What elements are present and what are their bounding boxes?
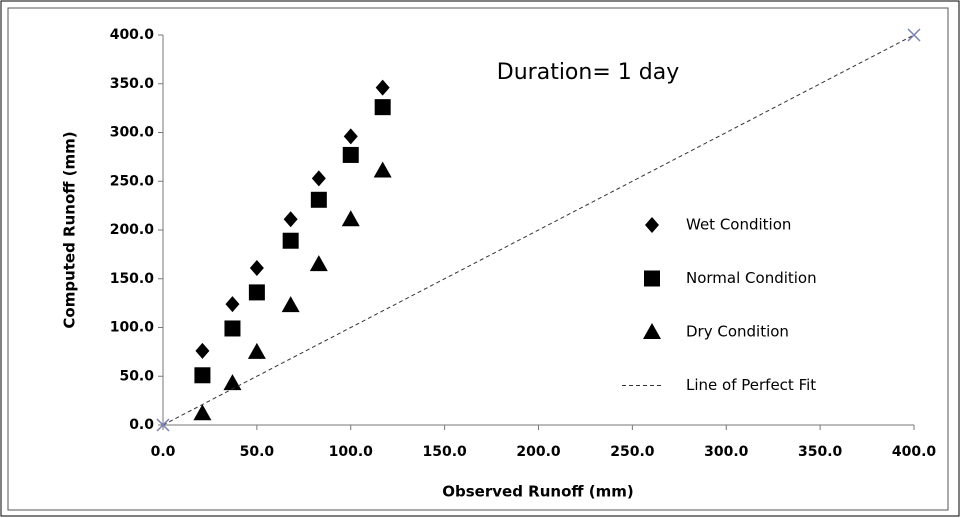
y-tick-label: 150.0 <box>110 271 155 287</box>
point <box>194 367 211 384</box>
point <box>373 161 392 178</box>
point <box>282 232 299 249</box>
point <box>341 210 360 227</box>
y-tick-label: 400.0 <box>110 27 155 43</box>
legend-marker <box>645 217 659 233</box>
chart-frame <box>7 7 949 511</box>
point <box>247 342 266 359</box>
point <box>249 260 264 277</box>
y-tick-label: 200.0 <box>110 222 155 238</box>
y-tick-label: 50.0 <box>119 368 154 384</box>
x-tick-label: 300.0 <box>704 444 749 460</box>
point <box>156 418 170 432</box>
fit-line <box>162 34 915 426</box>
point <box>248 284 265 301</box>
legend-marker <box>644 270 660 287</box>
point <box>342 146 359 163</box>
point <box>374 99 391 116</box>
point <box>281 296 300 313</box>
point <box>311 170 326 187</box>
x-tick-label: 400.0 <box>892 444 937 460</box>
x-tick-label: 350.0 <box>798 444 843 460</box>
legend-label: Dry Condition <box>686 323 789 341</box>
x-tick-label: 100.0 <box>329 444 374 460</box>
point <box>343 128 358 145</box>
y-tick-label: 300.0 <box>110 125 155 141</box>
point <box>907 28 921 42</box>
y-tick-label: 0.0 <box>129 417 154 433</box>
legend-label: Normal Condition <box>686 269 817 287</box>
x-tick-label: 250.0 <box>610 444 655 460</box>
annotation: Duration= 1 day <box>497 60 679 85</box>
point <box>283 211 298 228</box>
x-tick-label: 50.0 <box>240 444 275 460</box>
x-tick-label: 200.0 <box>516 444 561 460</box>
y-tick-label: 350.0 <box>110 76 155 92</box>
y-tick-label: 250.0 <box>110 173 155 189</box>
point <box>225 296 240 313</box>
x-axis-title: Observed Runoff (mm) <box>442 483 633 501</box>
point <box>310 191 327 208</box>
point <box>193 404 212 421</box>
y-axis-title: Computed Runoff (mm) <box>61 131 79 328</box>
y-tick-label: 100.0 <box>110 320 155 336</box>
point <box>223 374 242 391</box>
point <box>224 320 241 337</box>
point <box>375 79 390 96</box>
point <box>309 255 328 272</box>
x-tick-label: 0.0 <box>151 444 176 460</box>
x-tick-label: 150.0 <box>422 444 467 460</box>
legend-label: Wet Condition <box>686 216 791 234</box>
legend-marker <box>643 323 661 339</box>
point <box>195 342 210 359</box>
legend-label: Line of Perfect Fit <box>686 376 816 394</box>
